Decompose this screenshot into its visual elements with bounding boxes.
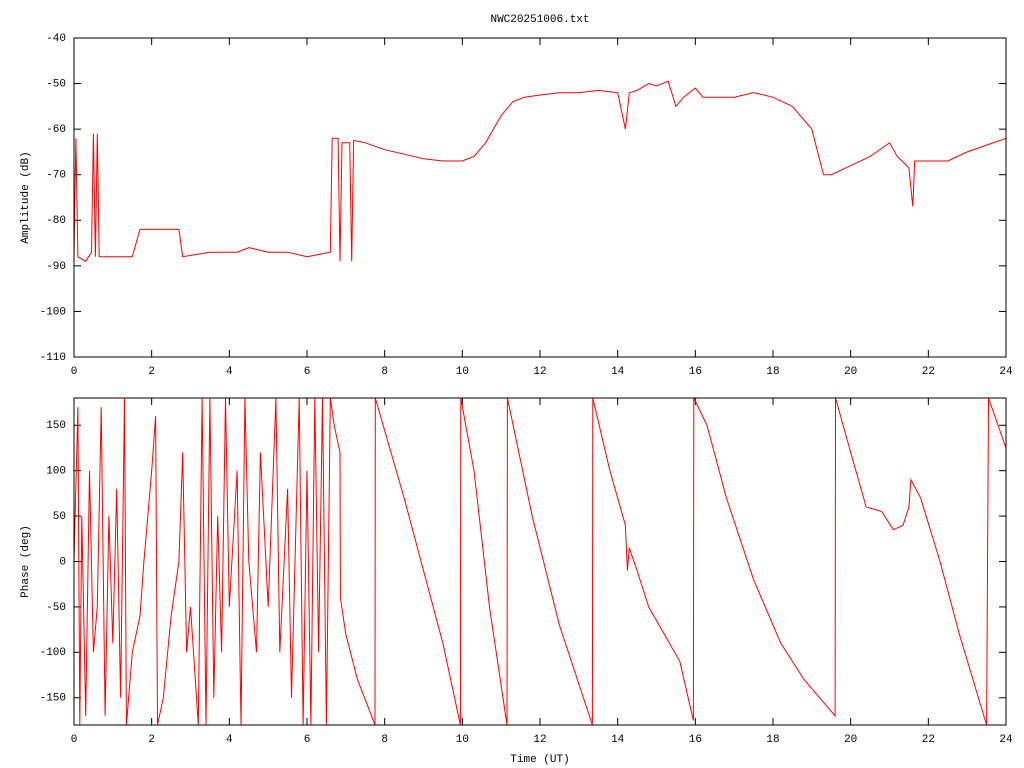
chart-title: NWC20251006.txt [490, 14, 589, 26]
y-tick-label: 150 [46, 420, 66, 432]
x-tick-label: 24 [999, 366, 1013, 378]
x-tick-label: 0 [71, 366, 78, 378]
y-tick-label: -100 [40, 647, 66, 659]
x-tick-label: 16 [689, 366, 702, 378]
x-tick-label: 14 [611, 734, 625, 746]
data-line [73, 80, 1007, 262]
x-tick-label: 10 [456, 366, 469, 378]
y-tick-label: -40 [46, 33, 66, 45]
x-tick-label: 2 [148, 734, 155, 746]
y-tick-label: -100 [40, 306, 66, 318]
x-tick-label: 16 [689, 734, 702, 746]
x-tick-label: 12 [533, 734, 546, 746]
x-tick-label: 12 [533, 366, 546, 378]
y-tick-label: 0 [59, 556, 66, 568]
y-tick-label: 50 [53, 511, 66, 523]
plot-frame [73, 397, 1007, 726]
y-tick-label: -80 [46, 215, 66, 227]
y-tick-label: -90 [46, 261, 66, 273]
data-line [73, 397, 1007, 726]
x-tick-label: 8 [381, 734, 388, 746]
x-axis-label: Time (UT) [510, 754, 569, 766]
y-tick-label: -50 [46, 78, 66, 90]
y-tick-label: -150 [40, 693, 66, 705]
x-tick-label: 20 [844, 366, 857, 378]
x-tick-label: 6 [304, 366, 311, 378]
x-tick-label: 4 [226, 366, 233, 378]
y-tick-label: 100 [46, 466, 66, 478]
x-tick-label: 14 [611, 366, 625, 378]
plot-frame [73, 37, 1007, 358]
x-tick-label: 22 [922, 366, 935, 378]
y-axis-label: Phase (deg) [20, 525, 32, 598]
y-axis-label: Amplitude (dB) [20, 151, 32, 243]
y-tick-label: -50 [46, 602, 66, 614]
y-tick-label: -70 [46, 170, 66, 182]
x-tick-label: 20 [844, 734, 857, 746]
y-tick-label: -110 [40, 352, 66, 364]
x-tick-label: 8 [381, 366, 388, 378]
x-tick-label: 4 [226, 734, 233, 746]
x-tick-label: 18 [766, 366, 779, 378]
x-tick-label: 6 [304, 734, 311, 746]
y-tick-label: -60 [46, 124, 66, 136]
x-tick-label: 18 [766, 734, 779, 746]
x-tick-label: 10 [456, 734, 469, 746]
x-tick-label: 22 [922, 734, 935, 746]
x-tick-label: 24 [999, 734, 1013, 746]
x-tick-label: 2 [148, 366, 155, 378]
x-tick-label: 0 [71, 734, 78, 746]
